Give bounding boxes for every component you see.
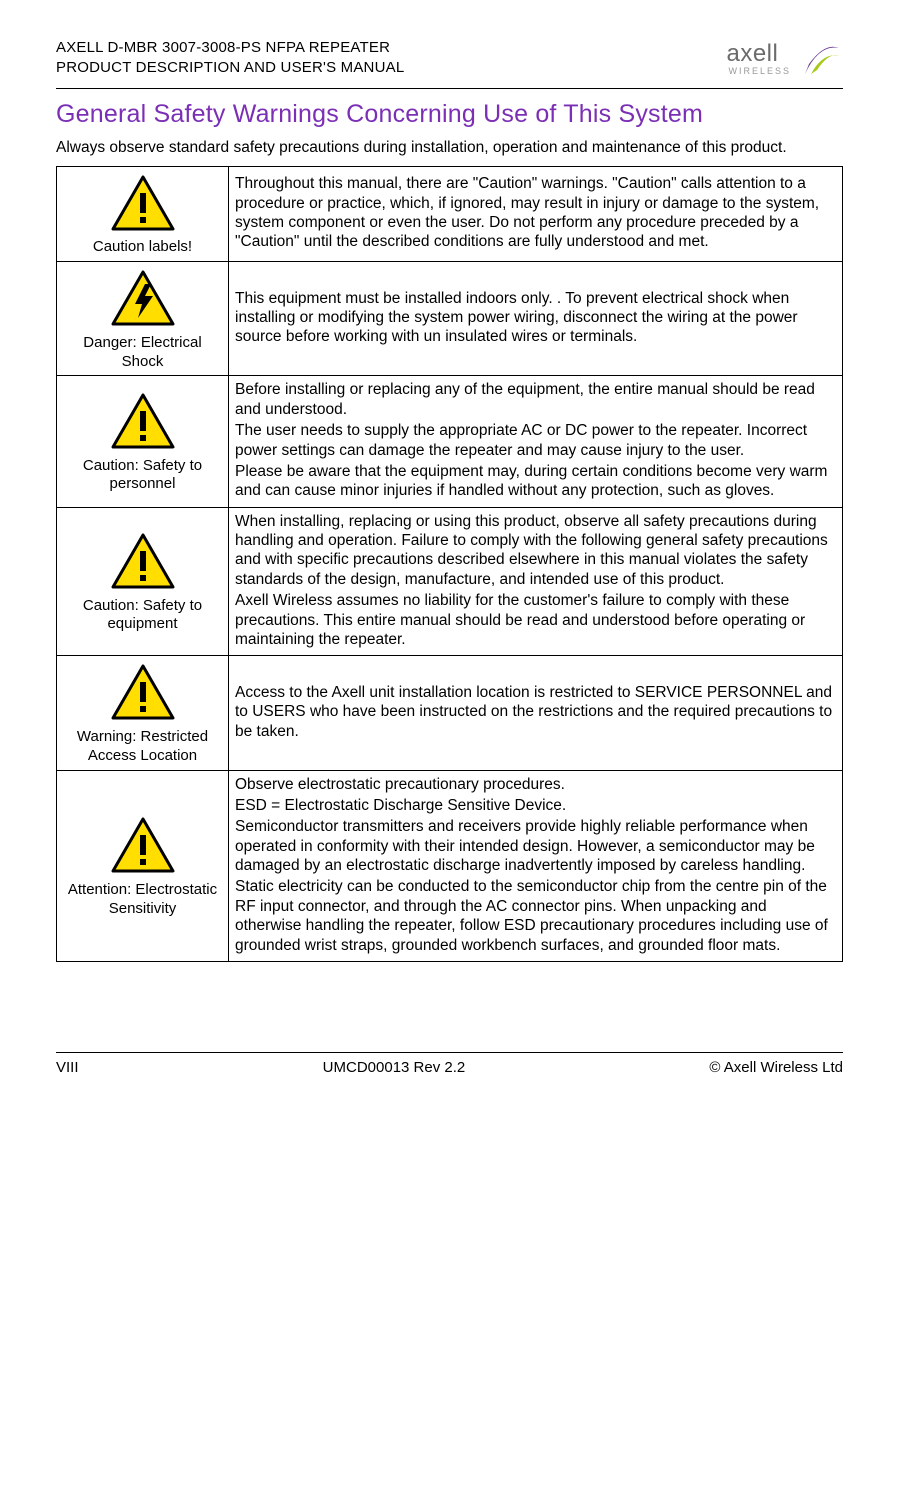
warning-icon-cell: Caution labels! <box>57 166 229 262</box>
warning-triangle-icon <box>111 817 175 873</box>
table-row: Caution: Safety to equipmentWhen install… <box>57 507 843 656</box>
brand-logo: axell WIRELESS <box>726 34 843 82</box>
logo-swirl-icon <box>795 34 843 82</box>
warning-description: This equipment must be installed indoors… <box>229 262 843 376</box>
warning-description: When installing, replacing or using this… <box>229 507 843 656</box>
logo-subtext: WIRELESS <box>726 66 791 77</box>
table-row: Caution: Safety to personnelBefore insta… <box>57 376 843 507</box>
warning-description: Observe electrostatic precautionary proc… <box>229 770 843 961</box>
warning-icon-cell: Caution: Safety to equipment <box>57 507 229 656</box>
warning-label: Warning: Restricted Access Location <box>63 728 222 766</box>
safety-warnings-table: Caution labels! Throughout this manual, t… <box>56 166 843 962</box>
warning-triangle-icon <box>111 533 175 589</box>
table-row: Warning: Restricted Access LocationAcces… <box>57 656 843 770</box>
warning-icon-cell: Danger: Electrical Shock <box>57 262 229 376</box>
footer-copyright: © Axell Wireless Ltd <box>709 1059 843 1078</box>
table-row: Attention: Electrostatic SensitivityObse… <box>57 770 843 961</box>
warning-icon-cell: Attention: Electrostatic Sensitivity <box>57 770 229 961</box>
warning-triangle-icon <box>111 393 175 449</box>
electrical-shock-icon <box>111 270 175 326</box>
warning-description: Before installing or replacing any of th… <box>229 376 843 507</box>
warning-description: Access to the Axell unit installation lo… <box>229 656 843 770</box>
warning-label: Danger: Electrical Shock <box>63 334 222 372</box>
table-row: Danger: Electrical ShockThis equipment m… <box>57 262 843 376</box>
footer-page-number: VIII <box>56 1059 79 1078</box>
table-row: Caution labels! Throughout this manual, t… <box>57 166 843 262</box>
warning-label: Caution: Safety to personnel <box>63 457 222 495</box>
warning-triangle-icon <box>111 664 175 720</box>
warning-icon-cell: Caution: Safety to personnel <box>57 376 229 507</box>
page-header: AXELL D-MBR 3007-3008-PS NFPA REPEATER P… <box>56 38 843 89</box>
footer-doc-rev: UMCD00013 Rev 2.2 <box>323 1059 466 1078</box>
page-footer: VIII UMCD00013 Rev 2.2 © Axell Wireless … <box>56 1052 843 1078</box>
header-line1: AXELL D-MBR 3007-3008-PS NFPA REPEATER <box>56 38 404 58</box>
header-line2: PRODUCT DESCRIPTION AND USER'S MANUAL <box>56 58 404 78</box>
warning-description: Throughout this manual, there are "Cauti… <box>229 166 843 262</box>
intro-paragraph: Always observe standard safety precautio… <box>56 138 843 157</box>
logo-text: axell <box>726 39 791 69</box>
page-title: General Safety Warnings Concerning Use o… <box>56 99 843 130</box>
warning-triangle-icon <box>111 175 175 231</box>
warning-icon-cell: Warning: Restricted Access Location <box>57 656 229 770</box>
header-title-block: AXELL D-MBR 3007-3008-PS NFPA REPEATER P… <box>56 38 404 79</box>
warning-label: Caution labels! <box>63 238 222 257</box>
warning-label: Attention: Electrostatic Sensitivity <box>63 881 222 919</box>
warning-label: Caution: Safety to equipment <box>63 597 222 635</box>
